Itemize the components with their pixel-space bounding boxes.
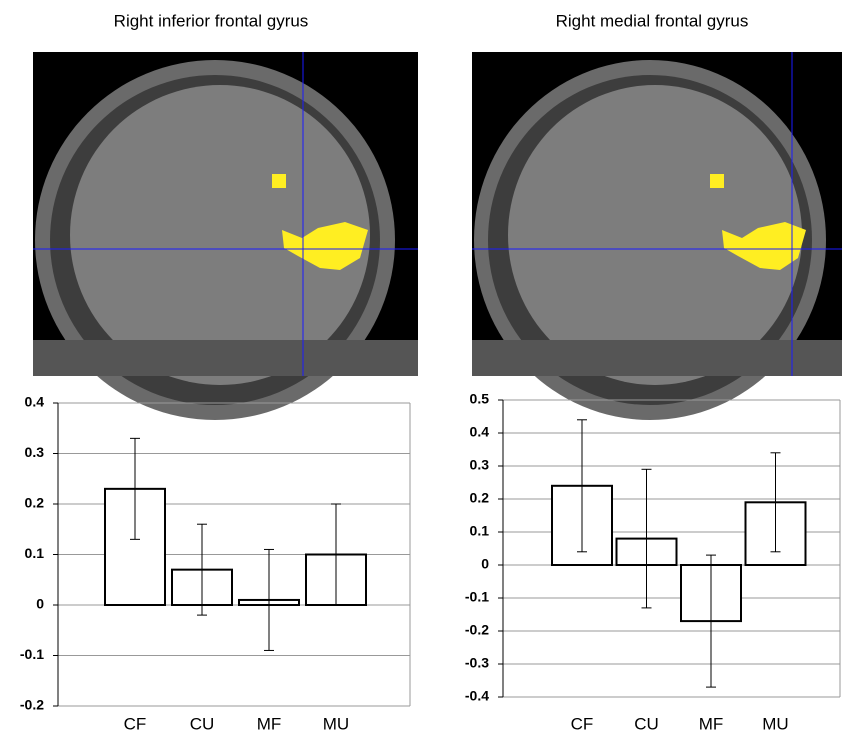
y-tick-label: 0.3 [25, 444, 45, 460]
brain-image [472, 52, 842, 420]
y-tick-label: 0.2 [470, 490, 490, 506]
y-tick-label: 0 [481, 556, 489, 572]
chart-title: Right medial frontal gyrus [556, 11, 749, 30]
y-tick-label: -0.2 [20, 697, 44, 713]
x-tick-label: CF [124, 714, 147, 733]
y-tick-label: 0.2 [25, 495, 45, 511]
figure: Right inferior frontal gyrus Right media… [0, 0, 848, 747]
x-tick-label: MF [699, 714, 724, 733]
y-tick-label: -0.1 [20, 646, 44, 662]
y-tick-label: 0.4 [25, 394, 45, 410]
y-tick-label: 0.3 [470, 457, 490, 473]
y-tick-label: 0.5 [470, 391, 490, 407]
x-tick-label: CU [190, 714, 215, 733]
y-tick-label: -0.4 [465, 688, 489, 704]
x-tick-label: MF [257, 714, 282, 733]
y-tick-label: 0.4 [470, 424, 490, 440]
chart-title: Right inferior frontal gyrus [114, 11, 309, 30]
x-tick-label: CU [634, 714, 659, 733]
brain-image [33, 52, 418, 420]
x-tick-label: CF [571, 714, 594, 733]
y-tick-label: -0.1 [465, 589, 489, 605]
y-tick-label: 0.1 [470, 523, 490, 539]
y-tick-label: 0.1 [25, 545, 45, 561]
x-tick-label: MU [323, 714, 349, 733]
y-tick-label: -0.3 [465, 655, 489, 671]
x-tick-label: MU [762, 714, 788, 733]
y-tick-label: -0.2 [465, 622, 489, 638]
y-tick-label: 0 [36, 596, 44, 612]
